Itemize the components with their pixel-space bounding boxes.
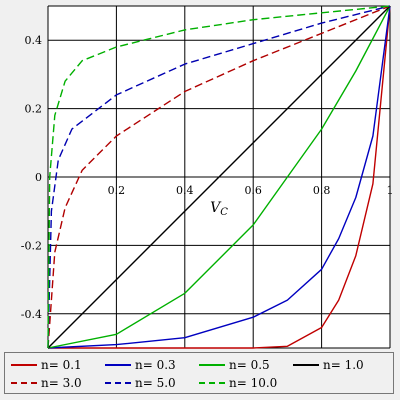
series-n-0-1 — [48, 5, 391, 349]
legend-label: n= 3.0 — [41, 376, 82, 390]
legend-swatch — [293, 364, 319, 366]
x-tick-label: 0.4 — [176, 184, 194, 197]
series-n-10-0 — [47, 5, 391, 349]
legend-swatch — [199, 382, 225, 384]
y-tick-label: 0.2 — [25, 103, 43, 116]
y-tick-label: 0 — [35, 171, 42, 184]
legend-item-n-0-3: n= 0.3 — [105, 356, 176, 374]
series-n-3-0 — [47, 5, 391, 349]
x-tick-label: 0.8 — [313, 184, 331, 197]
legend-item-n-3-0: n= 3.0 — [11, 374, 82, 392]
legend: n= 0.1 n= 0.3 n= 0.5 n= 1.0 n= 3.0 n= 5.… — [4, 352, 394, 394]
y-tick-label: -0.2 — [21, 239, 42, 252]
series-n-5-0 — [47, 5, 391, 349]
legend-swatch — [199, 364, 225, 366]
legend-label: n= 0.1 — [41, 358, 82, 372]
legend-label: n= 10.0 — [229, 376, 278, 390]
legend-swatch — [11, 382, 37, 384]
legend-label: n= 1.0 — [323, 358, 364, 372]
y-tick-label: -0.4 — [21, 308, 42, 321]
legend-item-n-5-0: n= 5.0 — [105, 374, 176, 392]
series-n-0-5 — [47, 5, 391, 349]
legend-label: n= 0.3 — [135, 358, 176, 372]
legend-item-n-0-5: n= 0.5 — [199, 356, 270, 374]
x-axis-label: VC — [210, 200, 228, 218]
x-tick-label: 0.2 — [108, 184, 126, 197]
x-tick-label: 1 — [387, 184, 394, 197]
legend-item-n-1-0: n= 1.0 — [293, 356, 364, 374]
legend-label: n= 0.5 — [229, 358, 270, 372]
legend-label: n= 5.0 — [135, 376, 176, 390]
y-tick-label: 0.4 — [25, 34, 43, 47]
legend-swatch — [105, 382, 131, 384]
x-tick-label: 0.6 — [244, 184, 262, 197]
series-n-0-3 — [47, 5, 391, 349]
legend-swatch — [105, 364, 131, 366]
legend-item-n-0-1: n= 0.1 — [11, 356, 82, 374]
series-n-1-0 — [47, 5, 391, 349]
legend-swatch — [11, 364, 37, 366]
legend-item-n-10-0: n= 10.0 — [199, 374, 277, 392]
